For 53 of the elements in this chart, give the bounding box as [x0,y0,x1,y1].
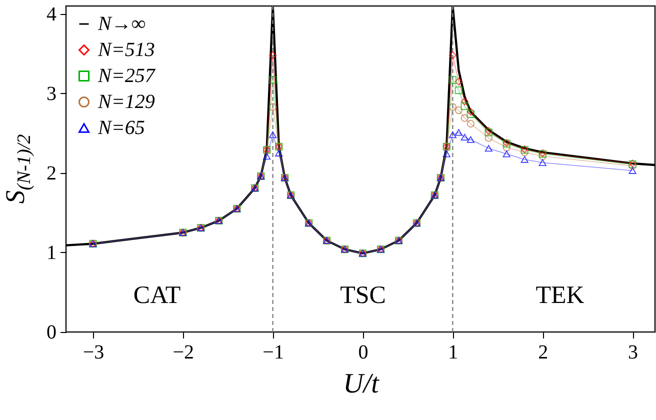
point [520,148,528,156]
point [448,131,456,138]
y-tick-label: 4 [46,3,56,26]
point [466,108,474,116]
point [484,134,492,142]
point [448,103,456,111]
point [269,131,277,138]
point [448,76,456,84]
x-tick-label: 3 [628,342,638,364]
point [454,129,462,136]
point [460,98,468,106]
y-tick-label: 2 [46,162,56,184]
point [538,152,546,160]
point [502,150,510,158]
point [275,150,283,156]
annotation: TSC [340,282,386,309]
point [269,76,277,84]
point [484,144,492,152]
point [460,114,468,122]
x-axis-title: U/t [343,368,380,400]
annotation: CAT [133,282,181,309]
point [442,150,450,158]
point [454,106,462,114]
y-tick-label: 3 [46,82,56,105]
point [628,167,636,174]
y-tick-label: 1 [46,242,56,264]
legend-label: N=257 [97,65,156,87]
point [269,103,277,111]
point [538,159,546,166]
point [520,156,528,163]
point [460,102,468,110]
point [448,51,456,60]
point [466,136,474,143]
point [454,78,462,86]
point [262,152,271,160]
x-tick-label: 2 [538,342,548,364]
y-tick-label: 0 [46,322,56,344]
x-tick-label: 0 [358,342,368,364]
point [466,120,474,128]
annotation: TEK [536,282,584,309]
point [466,110,474,118]
legend-label: N=513 [97,39,155,61]
legend-label: N=65 [97,117,145,139]
point [460,134,468,141]
x-tick-label: 1 [448,342,458,364]
point [502,144,510,152]
point [269,51,277,60]
x-tick-label: −2 [172,342,194,364]
legend-label: N=129 [97,91,155,113]
point [454,86,462,94]
legend-label: N→∞ [97,13,146,35]
x-tick-label: −1 [262,342,284,364]
x-tick-label: −3 [82,342,104,364]
